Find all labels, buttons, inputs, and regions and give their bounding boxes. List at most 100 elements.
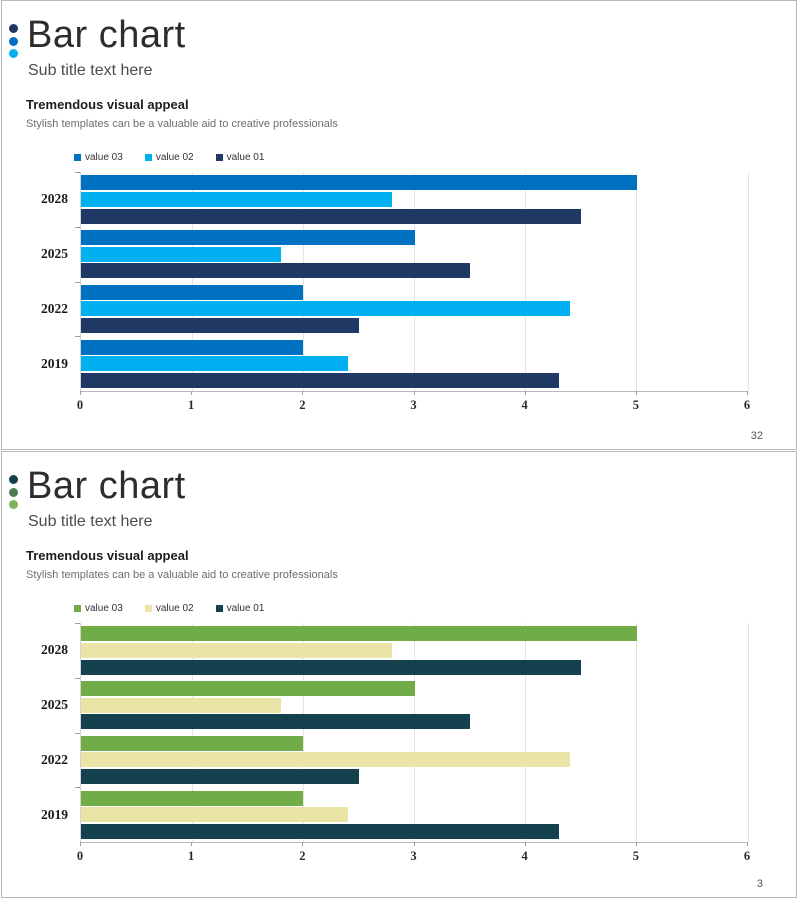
axis-tick-label: 2 <box>299 398 306 412</box>
section-heading: Tremendous visual appeal <box>26 97 189 112</box>
axis-tick <box>75 732 80 734</box>
bar <box>81 681 415 697</box>
axis-tick <box>524 391 526 395</box>
bar <box>81 697 282 713</box>
bar <box>81 714 471 730</box>
gridline <box>302 172 304 391</box>
legend-label: value 01 <box>226 152 265 163</box>
accent-dot-icon <box>9 36 18 46</box>
page-number: 32 <box>750 430 763 442</box>
bar <box>81 823 560 839</box>
accent-dots-icon <box>9 475 18 513</box>
bar <box>81 339 304 355</box>
legend-item: value 03 <box>74 603 123 614</box>
legend-item: value 01 <box>215 152 265 163</box>
chart-legend: value 03 value 02 value 01 <box>74 152 286 163</box>
axis-tick <box>191 391 193 395</box>
axis-tick <box>75 226 80 228</box>
legend-label: value 01 <box>226 603 265 614</box>
axis-tick-label: 6 <box>743 398 751 412</box>
axis-tick <box>75 336 80 338</box>
axis-tick-label: 6 <box>743 849 751 863</box>
gridline <box>302 623 304 842</box>
gridline <box>636 623 638 842</box>
axis-tick <box>75 677 80 679</box>
gridline <box>191 172 193 391</box>
axis-tick-label: 0 <box>76 849 84 863</box>
legend-item: value 02 <box>144 603 194 614</box>
accent-dot-icon <box>9 24 18 33</box>
plot-area <box>80 623 749 843</box>
slide-title: Bar chart <box>27 465 186 507</box>
bar <box>81 769 359 784</box>
slide-title: Bar chart <box>27 14 186 56</box>
gridline <box>525 172 527 391</box>
legend-item: value 03 <box>74 152 123 163</box>
category-label: 2022 <box>41 300 68 316</box>
bar <box>81 626 637 642</box>
axis-tick <box>747 842 748 846</box>
axis-tick <box>75 623 80 624</box>
gridline <box>525 623 527 842</box>
axis-tick <box>80 391 81 395</box>
bar <box>81 246 282 262</box>
legend-swatch <box>144 605 152 612</box>
axis-tick <box>413 391 415 395</box>
axis-tick-label: 1 <box>188 398 195 412</box>
slide-subtitle: Sub title text here <box>28 513 153 530</box>
axis-tick <box>302 391 304 395</box>
legend-label: value 03 <box>85 603 123 614</box>
bar <box>81 659 582 675</box>
page-number: 3 <box>756 878 763 890</box>
accent-dot-icon <box>9 475 18 484</box>
legend-label: value 02 <box>155 603 194 614</box>
section-description: Stylish templates can be a valuable aid … <box>26 569 338 581</box>
category-label: 2025 <box>41 246 68 262</box>
bar <box>81 318 359 333</box>
gridline <box>191 623 193 842</box>
legend-swatch <box>215 605 223 612</box>
bar <box>81 284 304 300</box>
axis-tick <box>747 391 748 395</box>
chart-legend: value 03 value 02 value 01 <box>74 603 286 614</box>
legend-label: value 03 <box>85 152 123 163</box>
legend-swatch <box>74 154 81 161</box>
bar <box>81 230 415 246</box>
legend-swatch <box>144 154 152 161</box>
bar <box>81 735 304 751</box>
legend-item: value 02 <box>144 152 194 163</box>
axis-tick-label: 1 <box>188 849 195 863</box>
category-label: 2025 <box>41 697 68 713</box>
slide-2: Bar chart Sub title text here Tremendous… <box>1 451 797 898</box>
legend-swatch <box>215 154 223 161</box>
accent-dot-icon <box>9 49 18 58</box>
slide-1: Bar chart Sub title text here Tremendous… <box>1 0 797 450</box>
accent-dot-icon <box>9 500 18 509</box>
axis-tick-label: 4 <box>521 398 528 412</box>
axis-tick <box>635 842 637 846</box>
accent-dot-icon <box>9 487 18 497</box>
bar-chart: 0 1 2 3 4 5 6 2028 2025 2022 2019 <box>2 172 796 424</box>
category-label: 2022 <box>41 751 68 767</box>
bar <box>81 752 571 768</box>
category-label: 2028 <box>41 642 68 658</box>
gridline <box>414 172 415 391</box>
slide-subtitle: Sub title text here <box>28 62 153 79</box>
section-description: Stylish templates can be a valuable aid … <box>26 118 338 130</box>
axis-tick-label: 2 <box>299 849 306 863</box>
bar <box>81 208 582 224</box>
gridline <box>414 623 415 842</box>
accent-dots-icon <box>9 24 18 62</box>
axis-tick-label: 5 <box>632 849 639 863</box>
axis-tick-label: 3 <box>410 849 417 863</box>
gridline <box>747 623 749 842</box>
bar <box>81 642 393 658</box>
bar <box>81 301 571 317</box>
legend-item: value 01 <box>215 603 265 614</box>
axis-tick <box>75 281 80 283</box>
category-label: 2028 <box>41 191 68 207</box>
bar <box>81 175 637 191</box>
axis-tick-label: 0 <box>76 398 84 412</box>
legend-swatch <box>74 605 81 612</box>
axis-tick-label: 3 <box>410 398 417 412</box>
